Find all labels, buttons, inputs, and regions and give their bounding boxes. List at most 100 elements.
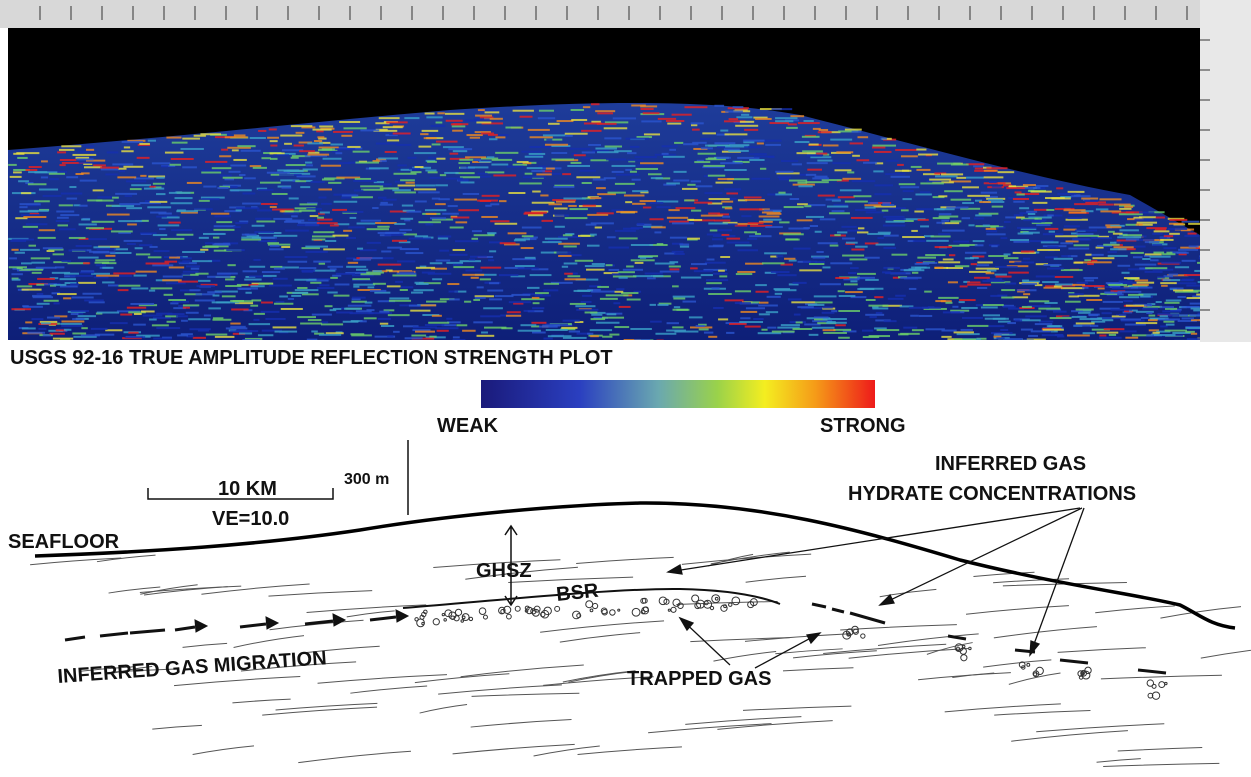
seismic-streak bbox=[489, 282, 499, 284]
seismic-streak bbox=[286, 164, 306, 166]
seismic-streak bbox=[806, 174, 816, 176]
seismic-streak bbox=[56, 211, 74, 213]
seismic-streak bbox=[563, 245, 576, 247]
seismic-streak bbox=[250, 165, 261, 167]
bubble bbox=[673, 599, 680, 606]
seismic-streak bbox=[375, 222, 397, 224]
seismic-streak bbox=[343, 230, 352, 232]
seismic-streak bbox=[1108, 284, 1127, 286]
seismic-streak bbox=[597, 151, 618, 153]
seismic-streak bbox=[60, 159, 76, 161]
seismic-streak bbox=[902, 236, 925, 238]
seismic-streak bbox=[273, 326, 297, 328]
seismic-streak bbox=[729, 118, 738, 120]
seismic-streak bbox=[1031, 191, 1052, 193]
seismic-streak bbox=[521, 247, 534, 249]
seismic-streak bbox=[60, 214, 79, 216]
seismic-streak bbox=[54, 284, 67, 286]
seismic-streak bbox=[227, 264, 235, 266]
seismic-streak bbox=[977, 261, 992, 263]
seismic-streak bbox=[724, 169, 746, 171]
seismic-streak bbox=[378, 232, 390, 234]
seismic-streak bbox=[950, 220, 961, 222]
seismic-streak bbox=[267, 242, 279, 244]
seismic-streak bbox=[76, 245, 92, 247]
seismic-streak bbox=[998, 171, 1015, 173]
seismic-streak bbox=[84, 166, 102, 168]
seismic-streak bbox=[289, 197, 299, 199]
migration-head bbox=[396, 610, 408, 622]
seismic-streak bbox=[231, 308, 248, 310]
seismic-streak bbox=[975, 244, 984, 246]
seismic-streak bbox=[858, 227, 864, 229]
seismic-streak bbox=[548, 203, 562, 205]
seismic-streak bbox=[455, 240, 479, 242]
seismic-streak bbox=[1034, 209, 1049, 211]
stratum bbox=[318, 675, 447, 684]
seismic-streak bbox=[1149, 315, 1156, 317]
seismic-streak bbox=[528, 129, 550, 131]
seismic-streak bbox=[996, 276, 1012, 278]
seismic-streak bbox=[206, 334, 227, 336]
seismic-streak bbox=[1084, 259, 1091, 261]
stratum bbox=[1097, 759, 1141, 763]
seismic-streak bbox=[130, 303, 154, 305]
seismic-streak bbox=[1047, 246, 1058, 248]
seismic-streak bbox=[387, 335, 393, 337]
seismic-streak bbox=[438, 235, 452, 237]
seismic-streak bbox=[147, 206, 171, 208]
seismic-streak bbox=[1160, 325, 1168, 327]
seismic-streak bbox=[414, 188, 436, 190]
seismic-streak bbox=[250, 305, 258, 307]
seismic-streak bbox=[1184, 235, 1199, 237]
seismic-streak bbox=[459, 159, 473, 161]
seismic-streak bbox=[784, 206, 804, 208]
seismic-streak bbox=[763, 219, 781, 221]
seismic-streak bbox=[1045, 228, 1059, 230]
seismic-streak bbox=[714, 142, 735, 144]
seismic-streak bbox=[1103, 301, 1123, 303]
seismic-streak bbox=[1057, 193, 1076, 195]
seismic-streak bbox=[868, 202, 878, 204]
migration-dash bbox=[305, 621, 333, 624]
seismic-streak bbox=[582, 295, 592, 297]
seismic-streak bbox=[986, 233, 1005, 235]
seismic-streak bbox=[623, 228, 639, 230]
seismic-streak bbox=[455, 221, 467, 223]
seismic-streak bbox=[852, 131, 862, 133]
seismic-streak bbox=[898, 333, 908, 335]
seismic-streak bbox=[1119, 280, 1133, 282]
seismic-streak bbox=[424, 137, 437, 139]
seismic-streak bbox=[548, 123, 560, 125]
seismic-streak bbox=[153, 183, 165, 185]
depth-ruler bbox=[1200, 0, 1251, 342]
seismic-streak bbox=[183, 307, 190, 309]
seismic-streak bbox=[1053, 311, 1067, 313]
seismic-streak bbox=[80, 271, 94, 273]
seismic-streak bbox=[865, 279, 879, 281]
seismic-streak bbox=[446, 318, 452, 320]
seismic-streak bbox=[1022, 280, 1029, 282]
seismic-streak bbox=[230, 189, 252, 191]
seismic-streak bbox=[74, 204, 81, 206]
seismic-streak bbox=[606, 264, 613, 266]
ghsz-label: GHSZ bbox=[476, 560, 532, 582]
seismic-streak bbox=[571, 109, 584, 111]
seismic-streak bbox=[1092, 257, 1114, 259]
seismic-streak bbox=[651, 177, 663, 179]
seismic-streak bbox=[707, 259, 715, 261]
seismic-streak bbox=[312, 129, 331, 131]
seismic-streak bbox=[1160, 315, 1168, 317]
seismic-streak bbox=[751, 178, 770, 180]
seismic-streak bbox=[630, 328, 652, 330]
seismic-streak bbox=[878, 232, 891, 234]
seismic-streak bbox=[88, 238, 107, 240]
seismic-streak bbox=[562, 266, 568, 268]
seismic-streak bbox=[977, 287, 987, 289]
seismic-streak bbox=[569, 331, 580, 333]
seismic-streak bbox=[400, 289, 408, 291]
seismic-streak bbox=[1100, 210, 1121, 212]
seismic-streak bbox=[680, 246, 689, 248]
seismic-streak bbox=[152, 162, 170, 164]
seismic-streak bbox=[676, 309, 689, 311]
